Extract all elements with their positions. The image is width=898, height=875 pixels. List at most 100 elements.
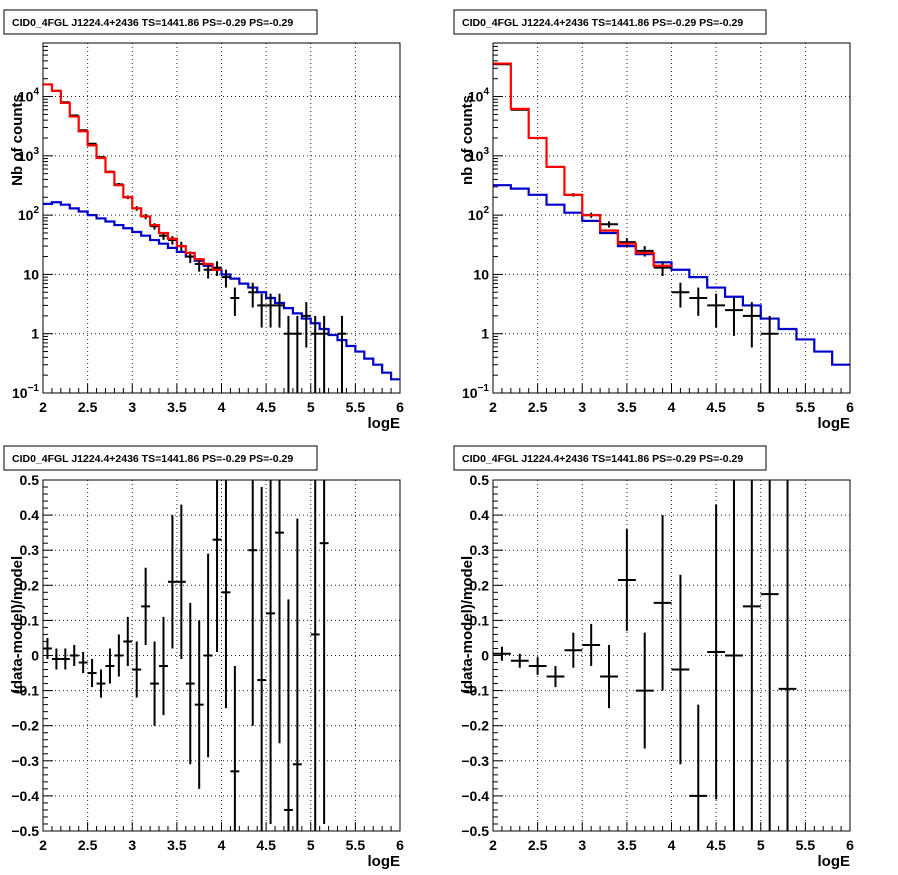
residual-point	[635, 632, 654, 749]
residual-point	[159, 616, 168, 716]
residual-point	[78, 651, 88, 674]
chart-title: CID0_4FGL J1224.4+2436 TS=1441.86 PS=-0.…	[462, 17, 743, 29]
plot-area	[43, 480, 329, 831]
axis-ticks	[42, 42, 401, 394]
y-tick-labels: −0.5 −0.4 −0.3 −0.2 −0.1 0 0.1 0.2 0.3 0.4 0.5	[11, 472, 39, 839]
pad-residuals-fine-bins: 2 2.5 3 3.5 4 4.5 5 5.5 6 −0.5 −0.4 −0.3 −0.2 −0.1 0 0.…	[3, 445, 404, 870]
y-tick-label: 0.1	[20, 612, 40, 628]
residual-point	[248, 480, 258, 726]
y-tick-label: 0.5	[20, 472, 40, 488]
residual-point	[105, 648, 115, 684]
residual-point	[203, 553, 213, 758]
residual-point	[87, 659, 97, 688]
x-tick-label: 4.5	[256, 399, 276, 415]
data-point	[292, 315, 302, 393]
residual-point	[185, 602, 195, 765]
data-point	[283, 315, 293, 393]
x-tick-label: 2.5	[528, 399, 548, 415]
y-tick-label: 0.3	[20, 542, 40, 558]
data-point	[689, 287, 708, 316]
residual-point	[60, 648, 70, 670]
data-point	[257, 293, 267, 328]
data-point	[275, 293, 284, 328]
residual-point	[617, 529, 636, 631]
y-tick-label: 102	[18, 205, 40, 223]
data-point	[635, 246, 654, 257]
y-tick-labels: 10−1 1 10 102 103 104	[12, 87, 39, 401]
y-tick-label: 10−1	[12, 383, 39, 401]
chart-title: CID0_4FGL J1224.4+2436 TS=1441.86 PS=-0.…	[12, 453, 293, 465]
data-point	[203, 263, 213, 279]
residual-point	[310, 480, 320, 831]
residual-point	[43, 637, 52, 660]
y-tick-labels: −0.5 −0.4 −0.3 −0.2 −0.1 0 0.1 0.2 0.3 0.4 0.5	[461, 472, 489, 839]
background-model-histogram	[43, 201, 400, 381]
residual-point	[528, 657, 547, 675]
x-tick-label: 3.5	[167, 837, 187, 853]
data-point	[653, 261, 672, 277]
residual-point	[546, 666, 565, 688]
x-tick-label: 2.5	[78, 399, 98, 415]
data-point	[337, 315, 347, 393]
x-tick-label: 2	[489, 399, 497, 415]
data-point	[301, 302, 311, 348]
x-axis-label: logE	[818, 415, 851, 432]
residual-point	[283, 599, 293, 831]
residual-point	[150, 641, 160, 726]
title-box	[3, 9, 318, 35]
residual-point	[141, 567, 151, 645]
title-box	[453, 9, 767, 35]
y-tick-label: 103	[468, 146, 490, 164]
x-tick-label: 4	[668, 399, 676, 415]
residual-point	[778, 480, 797, 831]
residual-point	[707, 504, 726, 800]
pad-residuals-coarse-bins: 2 2.5 3 3.5 4 4.5 5 5.5 6 −0.5 −0.4 −0.3 −0.2 −0.1 0 0.…	[453, 445, 854, 870]
y-tick-label: 10	[23, 266, 39, 282]
chart-title: CID0_4FGL J1224.4+2436 TS=1441.86 PS=-0.…	[462, 453, 743, 465]
x-tick-label: 4	[218, 399, 226, 415]
y-tick-label: −0.2	[461, 718, 489, 734]
x-tick-label: 6	[396, 837, 404, 853]
data-point	[707, 293, 726, 328]
x-tick-label: 3.5	[617, 399, 637, 415]
residual-point	[114, 634, 124, 677]
x-tick-label: 2.5	[78, 837, 98, 853]
data-point	[266, 293, 276, 328]
y-tick-label: −0.3	[11, 753, 39, 769]
x-tick-label: 5	[757, 399, 765, 415]
residual-point	[510, 653, 529, 668]
x-tick-label: 5	[307, 399, 315, 415]
x-tick-label: 5	[307, 837, 315, 853]
residual-point	[689, 704, 708, 831]
x-tick-label: 5.5	[346, 837, 366, 853]
residual-point	[230, 666, 240, 831]
title-box	[3, 445, 318, 471]
y-tick-label: −0.5	[11, 823, 39, 839]
plot-frame	[492, 479, 851, 832]
x-tick-labels: 2 2.5 3 3.5 4 4.5 5 5.5 6	[39, 837, 404, 853]
x-tick-label: 4	[218, 837, 226, 853]
data-point	[319, 315, 329, 393]
residual-point	[176, 504, 186, 660]
y-tick-label: 0.2	[470, 577, 490, 593]
y-axis-label: (data-model)/model	[9, 556, 26, 694]
y-tick-label: 1	[31, 326, 39, 342]
x-tick-label: 4.5	[706, 837, 726, 853]
data-point	[310, 315, 320, 393]
total-model-histogram	[493, 62, 672, 267]
residual-point	[653, 515, 672, 691]
residual-point	[725, 480, 743, 831]
x-tick-label: 2	[39, 837, 47, 853]
residual-point	[564, 632, 583, 668]
x-tick-label: 3.5	[617, 837, 637, 853]
x-tick-label: 6	[846, 399, 854, 415]
y-tick-label: 103	[18, 146, 40, 164]
y-tick-label: 104	[468, 87, 490, 105]
x-tick-label: 3	[578, 399, 586, 415]
residual-point	[69, 644, 79, 667]
y-tick-label: 0.4	[470, 507, 490, 523]
plot-area	[493, 62, 850, 393]
residual-point	[221, 480, 231, 709]
residual-point	[167, 515, 177, 649]
